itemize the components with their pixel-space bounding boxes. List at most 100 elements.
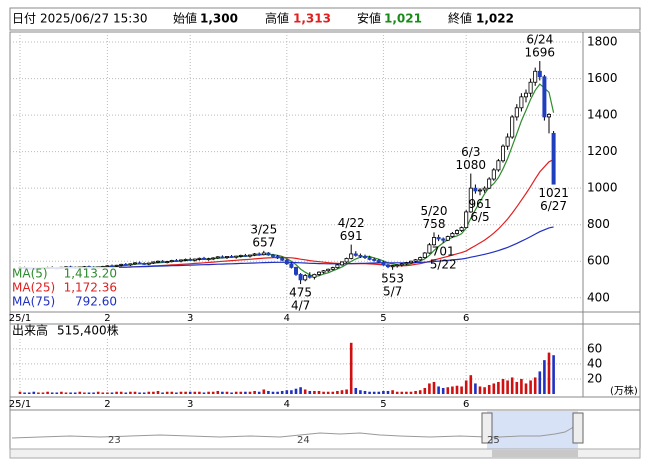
- volume-tick-label: 20: [587, 371, 602, 385]
- volume-bar: [161, 392, 164, 394]
- candle-body: [128, 263, 133, 266]
- nav-selection: [487, 411, 578, 449]
- nav-handle[interactable]: [572, 412, 584, 444]
- annotation-date: 4/22: [338, 216, 365, 230]
- volume-bar: [37, 392, 40, 394]
- volume-bar: [308, 390, 312, 394]
- candle-body: [201, 257, 206, 260]
- volume-bar: [386, 390, 390, 394]
- candle-body: [390, 265, 395, 268]
- open-value: 1,300: [200, 12, 238, 26]
- candle-body: [197, 257, 202, 260]
- candle-body: [464, 211, 469, 229]
- annotation-date: 5/7: [383, 284, 402, 298]
- x-tick-label: 25/1: [9, 313, 31, 324]
- open-label: 始値: [173, 11, 197, 26]
- annotation-date: 4/7: [291, 299, 310, 313]
- annotation-value: 1696: [525, 46, 556, 60]
- candle-body: [270, 254, 275, 257]
- candle-body: [312, 273, 317, 278]
- volume-title: 出来高: [12, 323, 48, 338]
- legend-value: 1,172.36: [64, 281, 117, 295]
- volume-bar: [83, 392, 86, 394]
- candle-body: [441, 238, 446, 241]
- candle-body: [335, 264, 340, 269]
- volume-bar: [262, 389, 266, 394]
- candle-body: [344, 258, 349, 263]
- volume-tick-label: 60: [587, 341, 602, 355]
- volume-bar: [170, 391, 174, 394]
- volume-bar: [202, 392, 206, 394]
- legend-value: 1,413.20: [64, 267, 117, 281]
- candle-body: [408, 260, 413, 264]
- volume-bar: [87, 392, 91, 394]
- volume-bar: [18, 391, 22, 394]
- candle-body: [280, 257, 285, 261]
- candle-body: [431, 237, 436, 246]
- volume-bar: [211, 391, 215, 394]
- x-tick-label: 3: [187, 399, 193, 410]
- annotation-value: 758: [423, 217, 446, 231]
- volume-bar: [106, 392, 109, 394]
- annotation-date: 6/3: [461, 145, 480, 159]
- nav-handle[interactable]: [481, 412, 493, 444]
- annotation-date: 6/24: [526, 33, 553, 47]
- candle-body: [110, 265, 115, 268]
- candle-body: [298, 273, 303, 281]
- candle-body: [275, 256, 280, 259]
- scrollbar[interactable]: [9, 448, 641, 459]
- annotation-value: 1080: [456, 158, 487, 172]
- volume-bar: [267, 390, 270, 394]
- y-tick-label: 1000: [587, 181, 618, 195]
- candle-body: [505, 136, 510, 147]
- annotation-value: 691: [340, 229, 363, 243]
- scroll-thumb[interactable]: [492, 450, 578, 457]
- candle-body: [510, 116, 515, 138]
- nav-label: 23: [108, 435, 121, 446]
- volume-bar: [124, 392, 128, 394]
- candle-body: [234, 255, 239, 258]
- volume-bar: [529, 380, 532, 394]
- candle-body: [261, 252, 266, 256]
- volume-bar: [510, 377, 514, 394]
- volume-bar: [428, 383, 431, 394]
- volume-unit: (万株): [610, 384, 638, 397]
- annotation-value: 553: [381, 271, 404, 285]
- volume-bar: [60, 391, 63, 394]
- volume-bar: [336, 390, 339, 394]
- candle-body: [247, 254, 252, 257]
- x-tick-label: 2: [104, 313, 110, 324]
- volume-bar: [441, 387, 445, 394]
- volume-bar: [41, 392, 45, 394]
- volume-bar: [313, 390, 316, 394]
- x-tick-label: 4: [284, 399, 290, 410]
- legend-name: MA(5): [12, 267, 48, 281]
- candle-body: [482, 187, 487, 191]
- candle-body: [491, 169, 496, 180]
- volume-bar: [474, 383, 477, 394]
- candle-body: [496, 160, 501, 171]
- volume-bar: [363, 390, 367, 394]
- volume-bar: [547, 352, 551, 394]
- volume-bar: [368, 391, 371, 394]
- volume-bar: [96, 391, 100, 394]
- y-tick-label: 1400: [587, 108, 618, 122]
- volume-bar: [115, 391, 118, 394]
- candle-body: [293, 267, 298, 275]
- candle-body: [132, 262, 137, 265]
- moving-average: [19, 83, 555, 277]
- volume-tick-label: 40: [587, 356, 602, 370]
- candle-body: [533, 70, 538, 83]
- candle-body: [146, 262, 151, 265]
- x-tick-label: 25/1: [9, 399, 31, 410]
- candle-body: [519, 96, 524, 109]
- volume-bar: [271, 391, 275, 394]
- high-value: 1,313: [293, 12, 331, 26]
- volume-bar: [478, 386, 482, 394]
- volume-bar: [69, 392, 72, 394]
- volume-bar: [244, 391, 247, 394]
- volume-bar: [129, 391, 132, 394]
- volume-bar: [221, 391, 224, 394]
- volume-bar: [138, 392, 141, 394]
- candle-body: [349, 253, 354, 259]
